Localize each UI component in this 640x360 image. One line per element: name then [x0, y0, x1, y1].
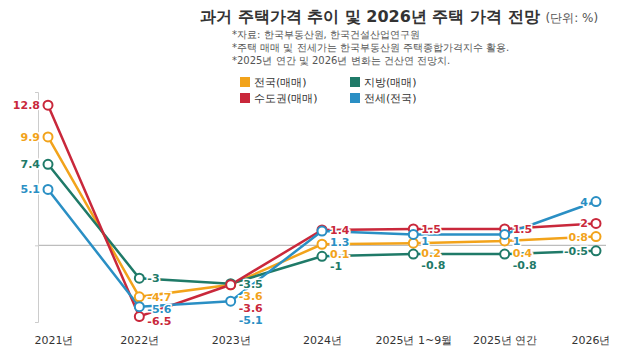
- x-tick: 2026년: [572, 326, 611, 347]
- x-tick: 2025년 연간: [473, 326, 537, 347]
- data-label: 0.8: [569, 231, 589, 244]
- data-label: 2: [580, 217, 588, 230]
- point: [592, 246, 601, 255]
- point: [592, 197, 601, 206]
- legend-label: 지방(매매): [364, 76, 417, 89]
- point: [409, 239, 418, 248]
- point: [226, 280, 235, 289]
- data-label: -0.8: [513, 259, 537, 272]
- legend-label: 전국(매매): [254, 76, 307, 89]
- x-tick: 2024년: [303, 326, 342, 347]
- y-axis: [35, 93, 39, 323]
- point: [226, 280, 235, 289]
- point: [44, 160, 53, 169]
- legend-swatch: [350, 77, 360, 87]
- x-axis: 2021년 2022년 2023년 2024년 2025년 1~9월 2025년 연간 20…: [35, 326, 611, 347]
- x-tick-label: 2021년: [35, 334, 74, 347]
- point: [44, 101, 53, 110]
- legend: 전국(매매) 지방(매매) 수도권(매매) 전세(전국): [240, 76, 417, 105]
- x-tick: 2025년 1~9월: [375, 326, 452, 347]
- x-tick: 2022년: [120, 326, 159, 347]
- data-label: -0.8: [421, 259, 445, 272]
- legend-label: 전세(전국): [364, 92, 417, 105]
- legend-label: 수도권(매매): [254, 92, 318, 105]
- data-label: -6.5: [147, 315, 171, 328]
- point: [226, 297, 235, 306]
- point: [135, 302, 144, 311]
- point: [44, 132, 53, 141]
- legend-item: 전세(전국): [350, 92, 417, 105]
- point: [500, 230, 509, 239]
- x-tick-label: 2025년 연간: [473, 334, 537, 347]
- title: 과거 주택가격 추이 및 2026년 주택 가격 전망: [200, 7, 540, 26]
- series-line: [48, 189, 596, 306]
- y-tick: [35, 245, 38, 246]
- annotation: *주택 매매 및 전세가는 한국부동산원 주택종합가격지수 활용.: [232, 42, 509, 53]
- point: [318, 252, 327, 261]
- x-tick: 2021년: [35, 326, 74, 347]
- x-tick-label: 2025년 1~9월: [375, 334, 452, 347]
- legend-item: 지방(매매): [350, 76, 417, 89]
- point: [318, 240, 327, 249]
- point: [592, 232, 601, 241]
- chart: 과거 주택가격 추이 및 2026년 주택 가격 전망 (단위: %) *자료: 한…: [0, 0, 640, 360]
- point: [409, 250, 418, 259]
- point: [409, 230, 418, 239]
- x-tick: 2023년: [212, 326, 251, 347]
- point: [500, 250, 509, 259]
- x-tick-label: 2023년: [212, 334, 251, 347]
- data-label: 12.8: [13, 99, 40, 112]
- annotation: *2025년 연간 및 2026년 변화는 건산연 전망치.: [232, 55, 450, 66]
- point: [318, 227, 327, 236]
- point: [592, 219, 601, 228]
- data-label: -5.1: [239, 314, 263, 327]
- x-tick-label: 2026년: [572, 334, 611, 347]
- data-label: -3: [147, 272, 159, 285]
- data-label: 9.9: [21, 131, 41, 144]
- axis-line: [35, 93, 39, 323]
- legend-swatch: [240, 77, 250, 87]
- data-label: 4: [580, 196, 588, 209]
- point: [44, 185, 53, 194]
- point: [135, 292, 144, 301]
- legend-item: 전국(매매): [240, 76, 307, 89]
- series-line: [48, 164, 596, 283]
- data-label: 5.1: [21, 183, 41, 196]
- data-label: -1: [330, 260, 342, 273]
- point: [135, 312, 144, 321]
- x-tick-label: 2024년: [303, 334, 342, 347]
- legend-swatch: [240, 93, 250, 103]
- data-label: -0.5: [564, 245, 588, 258]
- legend-item: 수도권(매매): [240, 92, 318, 105]
- x-tick-label: 2022년: [120, 334, 159, 347]
- data-labels: 12.89.97.45.1-3-4.7-5.6-6.5-3.5-3.6-3.6-…: [13, 99, 588, 328]
- plot-area: [44, 101, 601, 321]
- data-label: 7.4: [21, 158, 41, 171]
- point: [135, 274, 144, 283]
- legend-swatch: [350, 93, 360, 103]
- tick-mark: [35, 245, 38, 246]
- annotation: *자료: 한국부동산원, 한국건설산업연구원: [232, 29, 420, 40]
- subtitle: (단위: %): [546, 11, 599, 25]
- series-line: [48, 105, 596, 316]
- series-line: [48, 137, 596, 297]
